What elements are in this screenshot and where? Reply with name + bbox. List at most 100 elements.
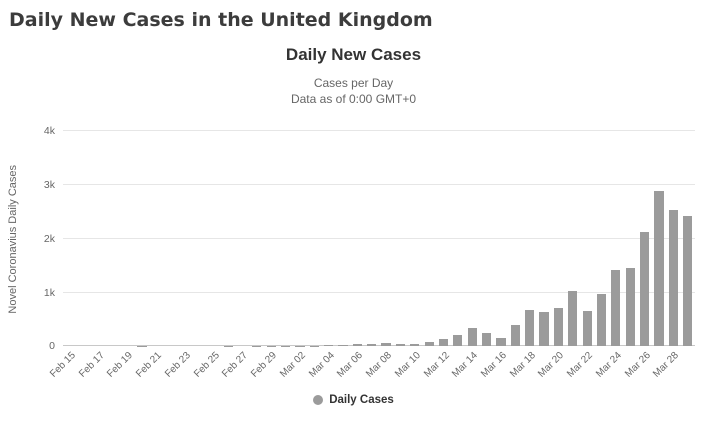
bar-slot [350, 131, 364, 347]
chart-subtitle-line2: Data as of 0:00 GMT+0 [290, 92, 417, 107]
bar-slot [666, 131, 680, 347]
bar [553, 308, 563, 347]
bar [611, 269, 621, 347]
x-tick-label: Feb 23 [163, 350, 193, 381]
bar [496, 338, 506, 347]
bar-slot [250, 131, 264, 347]
bar-slot [680, 131, 694, 347]
bar-slot [106, 131, 120, 347]
gridline [63, 184, 695, 186]
x-tick-label: Feb 25 [191, 350, 222, 381]
bar [338, 344, 348, 347]
x-tick-label: Feb 27 [220, 350, 251, 381]
bar [352, 343, 362, 347]
bar [639, 231, 650, 347]
bar [280, 345, 291, 347]
bar-slot [609, 131, 623, 347]
bar [582, 310, 592, 347]
x-tick-label: Mar 28 [651, 350, 682, 381]
y-tick-label: 0 [49, 340, 55, 353]
plot-row: Novel Coronavius Daily Cases 0 1k 2k 3k 4k [7, 125, 695, 352]
bar-slot [523, 131, 537, 347]
bar [424, 341, 434, 347]
bar-slot [566, 131, 580, 347]
bar-slot [422, 131, 436, 347]
bar-slot [393, 131, 407, 347]
legend-marker-icon [313, 395, 324, 406]
bar [309, 345, 319, 347]
x-tick-label: Mar 16 [479, 350, 509, 381]
bar-slot [637, 131, 651, 347]
x-axis-line [63, 345, 695, 347]
bar-slot [508, 131, 522, 347]
bars [63, 131, 695, 347]
x-tick-label: Mar 18 [507, 350, 538, 381]
bar [467, 328, 477, 347]
plot-area [63, 130, 695, 347]
bar-slot [336, 131, 350, 347]
bar [438, 339, 449, 347]
gridline [63, 130, 695, 132]
y-tick-label: 1k [43, 286, 55, 299]
bar [453, 335, 463, 347]
bar-slot [278, 131, 292, 347]
bar-slot [149, 131, 163, 346]
y-axis-ticks: 0 1k 2k 3k 4k [29, 125, 63, 352]
bar-slot [307, 131, 321, 347]
bar [668, 209, 678, 347]
chart-subtitle-line1: Cases per Day [313, 76, 394, 90]
bar-slot [652, 131, 666, 347]
x-tick-label: Mar 12 [421, 350, 452, 381]
bar [367, 343, 377, 347]
bar [525, 310, 535, 347]
bar-slot [479, 131, 493, 347]
bar-slot [321, 131, 335, 347]
y-tick-label: 3k [43, 179, 55, 192]
bar-slot [365, 131, 379, 347]
y-axis-title-text: Novel Coronavius Daily Cases [7, 164, 19, 314]
x-tick-label: Mar 10 [392, 350, 423, 381]
bar-slot [221, 131, 235, 347]
bar-slot [207, 131, 221, 346]
x-tick-label: Mar 26 [622, 350, 653, 381]
bar-slot [494, 131, 508, 347]
x-tick-label: Mar 20 [536, 350, 567, 381]
x-tick-label: Feb 15 [48, 350, 78, 381]
x-tick-label: Feb 19 [105, 350, 136, 381]
bar-slot [264, 131, 278, 347]
bar-slot [379, 131, 393, 347]
chart-title: Daily New Cases [285, 45, 422, 64]
x-tick-label: Mar 04 [306, 350, 337, 381]
bar-slot [92, 131, 106, 346]
bar-slot [580, 131, 594, 347]
bar-slot [465, 131, 479, 347]
bar-slot [537, 131, 551, 347]
x-tick-label: Feb 17 [76, 350, 107, 381]
bar-slot [436, 131, 450, 347]
chart-subtitle: Cases per Day Data as of 0:00 GMT+0 [0, 75, 707, 107]
bar [596, 294, 607, 347]
bar [510, 324, 520, 347]
bar-slot [551, 131, 565, 347]
bar [410, 343, 420, 347]
legend-label: Daily Cases [329, 394, 394, 407]
x-tick-label: Mar 06 [335, 350, 366, 381]
x-tick-label: Mar 02 [277, 350, 308, 381]
bar [568, 290, 578, 347]
bar [324, 344, 334, 347]
bar-slot [235, 131, 249, 346]
x-axis-labels: Feb 15 Feb 17 Feb 19 Feb 21 Feb 23 Feb 25 Feb … [48, 346, 695, 392]
bar-slot [63, 131, 77, 346]
x-tick-label: Feb 29 [249, 350, 280, 381]
legend-item-daily-cases[interactable]: Daily Cases [313, 394, 394, 406]
bar-slot [408, 131, 422, 347]
bar [482, 332, 492, 347]
bar-slot [451, 131, 465, 347]
bar [654, 191, 664, 347]
chart: Daily New Cases Cases per Day Data as of… [0, 45, 707, 406]
bar [395, 343, 406, 347]
bar-slot [594, 131, 608, 347]
gridline [63, 237, 695, 239]
bar [381, 342, 391, 347]
